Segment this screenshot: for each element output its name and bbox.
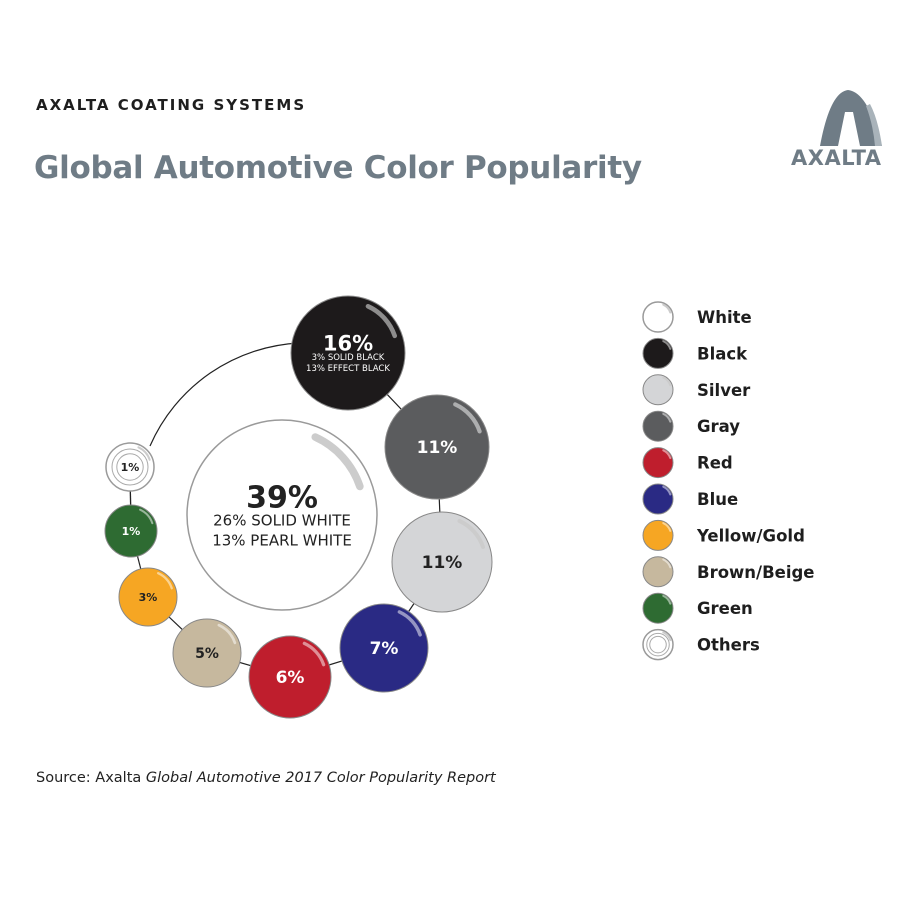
gloss-highlight	[662, 376, 672, 387]
legend-swatch	[642, 592, 674, 624]
legend-item: Others	[642, 628, 760, 661]
gloss-highlight	[662, 558, 672, 569]
gloss-highlight	[302, 641, 326, 667]
bubble-circle	[105, 442, 155, 492]
legend-label: Red	[697, 454, 733, 473]
gloss-highlight	[365, 303, 398, 339]
ring-mark	[646, 632, 670, 657]
bubble-circle	[290, 295, 406, 411]
gloss-highlight	[311, 433, 364, 491]
bubble-blue: 7%	[339, 603, 429, 693]
legend-swatch	[642, 628, 674, 661]
legend-label: Silver	[697, 381, 751, 400]
gloss-highlight	[457, 519, 485, 549]
bubble-circle	[186, 419, 378, 611]
legend-label: Green	[697, 599, 753, 618]
legend-swatch	[642, 556, 674, 588]
bubble-value-label: 3%	[139, 591, 158, 604]
legend-item: Green	[642, 592, 753, 624]
bubble-value-label: 39%	[246, 481, 318, 516]
bubble-detail-label: 13% EFFECT BLACK	[306, 364, 390, 374]
gloss-highlight	[453, 402, 482, 434]
legend-swatch	[642, 301, 674, 333]
bubble-detail-label: 13% PEARL WHITE	[212, 532, 352, 550]
bubble-value-label: 16%	[323, 331, 373, 355]
legend-item: Brown/Beige	[642, 556, 815, 588]
chart-title: Global Automotive Color Popularity	[34, 150, 642, 186]
legend-label: Black	[697, 344, 748, 363]
gloss-highlight	[662, 631, 672, 642]
bubble-detail-label: 3% SOLID BLACK	[312, 353, 385, 363]
gloss-highlight	[662, 449, 672, 460]
bubble-value-label: 11%	[417, 438, 458, 458]
bubble-circle	[172, 618, 242, 688]
source-note: Source: Axalta Global Automotive 2017 Co…	[36, 770, 496, 786]
bubble-detail-label: 26% SOLID WHITE	[213, 512, 351, 530]
bubble-circle	[248, 635, 332, 719]
ring-mark	[649, 635, 667, 654]
bubble-red: 6%	[248, 635, 332, 719]
legend-swatch	[642, 519, 674, 551]
bubble-brown-beige: 5%	[172, 618, 242, 688]
legend-label: Blue	[697, 490, 738, 509]
bubble-circle	[118, 567, 178, 627]
gloss-highlight	[662, 412, 672, 423]
legend-swatch	[642, 483, 674, 515]
gloss-highlight	[137, 446, 151, 461]
ring-mark	[116, 453, 144, 481]
gloss-highlight	[217, 623, 237, 645]
gloss-highlight	[662, 522, 672, 532]
bubble-circle	[104, 504, 158, 558]
legend-item: Black	[642, 337, 748, 369]
source-prefix: Source: Axalta	[36, 770, 146, 786]
legend-item: Silver	[642, 374, 751, 406]
gloss-highlight	[662, 340, 672, 350]
bubble-value-label: 1%	[121, 461, 140, 474]
gloss-highlight	[662, 485, 672, 496]
legend-label: Yellow/Gold	[696, 526, 805, 545]
legend-label: Brown/Beige	[697, 563, 815, 582]
logo-text: AXALTA	[791, 146, 882, 170]
legend-item: Blue	[642, 483, 738, 515]
bubble-value-label: 11%	[422, 553, 463, 573]
ring-mark	[111, 448, 149, 486]
gloss-highlight	[156, 572, 173, 590]
bubble-circle	[339, 603, 429, 693]
legend-item: Red	[642, 447, 733, 479]
connector-arc	[149, 342, 301, 447]
bubble-silver: 11%	[391, 511, 493, 613]
gloss-highlight	[662, 303, 672, 314]
bubble-circle	[391, 511, 493, 613]
bubble-gray: 11%	[384, 394, 490, 500]
legend-label: White	[697, 308, 752, 327]
axalta-logo-icon	[820, 90, 882, 146]
bubble-value-label: 1%	[122, 525, 141, 538]
legend-swatch	[642, 337, 674, 369]
bubble-value-label: 6%	[276, 668, 305, 688]
source-report: Global Automotive 2017 Color Popularity …	[145, 770, 496, 786]
legend-swatch	[642, 374, 674, 406]
legend-item: Gray	[642, 410, 740, 442]
legend-label: Others	[697, 636, 760, 655]
gloss-highlight	[139, 508, 154, 525]
company-kicker: AXALTA COATING SYSTEMS	[36, 96, 307, 114]
bubble-circle	[384, 394, 490, 500]
bubble-green: 1%	[104, 504, 158, 558]
legend-label: Gray	[697, 417, 740, 436]
gloss-highlight	[397, 610, 422, 637]
bubble-value-label: 7%	[370, 639, 399, 659]
bubble-yellow-gold: 3%	[118, 567, 178, 627]
legend-swatch	[642, 447, 674, 479]
bubble-white: 39%26% SOLID WHITE 13% PEARL WHITE	[186, 419, 378, 611]
legend-item: Yellow/Gold	[642, 519, 805, 551]
bubble-others: 1%	[105, 442, 155, 492]
legend-swatch	[642, 410, 674, 442]
legend-item: White	[642, 301, 752, 333]
gloss-highlight	[662, 594, 672, 605]
bubble-value-label: 5%	[195, 646, 219, 662]
